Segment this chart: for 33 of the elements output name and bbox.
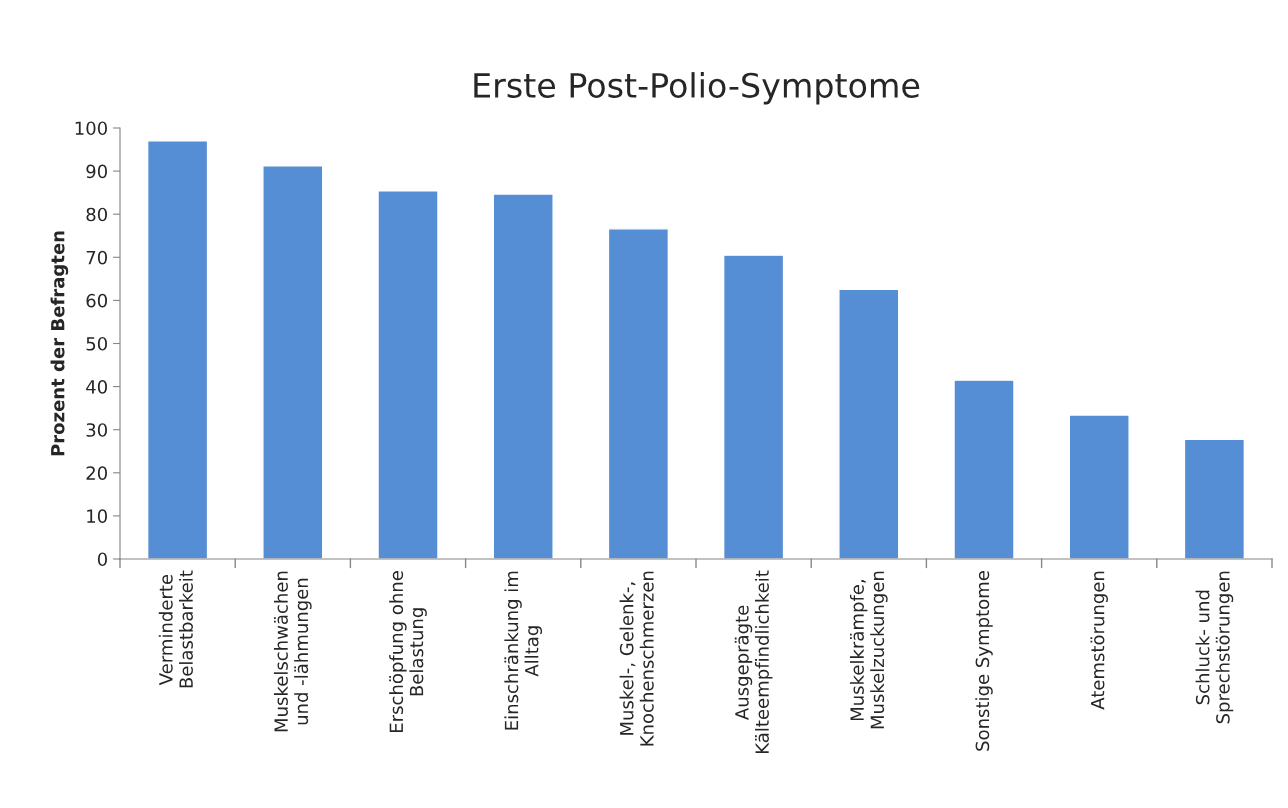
bar xyxy=(146,140,209,559)
x-tick-label: Einschränkung im Alltag xyxy=(504,571,543,730)
bar xyxy=(377,190,439,559)
y-tick-label: 30 xyxy=(86,423,107,437)
bar xyxy=(953,379,1015,559)
bar xyxy=(607,228,670,559)
bar xyxy=(492,193,554,559)
y-tick-label: 70 xyxy=(86,250,107,265)
y-tick-label: 40 xyxy=(86,380,107,394)
x-tick-label: Sonstige Symptome xyxy=(975,571,993,751)
y-axis-title: Prozent der Befragten xyxy=(50,231,69,456)
bar xyxy=(1068,414,1130,559)
y-tick-label: 20 xyxy=(86,466,107,480)
y-tick-label: 60 xyxy=(86,293,107,308)
y-tick-label: 50 xyxy=(86,336,107,351)
x-tick-label: Muskel-, Gelenk-, Knochenschmerzen xyxy=(619,571,654,746)
chart-title: Erste Post-Polio-Symptome xyxy=(474,72,920,105)
x-tick-label: Muskelschwächen und -lähmungen xyxy=(273,571,312,732)
x-tick-label: Schluck- und Sprechstörungen xyxy=(1195,571,1234,724)
x-tick-label: Erschöpfung ohne Belastung xyxy=(389,571,427,732)
x-tick-label: Verminderte Belastbarkeit xyxy=(158,570,193,688)
bar xyxy=(1183,438,1246,559)
x-tick-label: Ausgeprägte Kälteempfindlichkeit xyxy=(734,570,773,753)
y-tick-label: 100 xyxy=(75,121,107,136)
y-tick-label: 90 xyxy=(86,164,107,179)
y-tick-label: 10 xyxy=(87,509,107,524)
bar xyxy=(722,254,785,559)
y-tick-label: 0 xyxy=(97,552,107,567)
x-tick-label: Atemstörungen xyxy=(1090,571,1108,710)
bar xyxy=(838,288,900,559)
y-tick-label: 80 xyxy=(86,207,107,222)
bar xyxy=(262,165,324,559)
x-tick-label: Muskelkrämpfe, Muskelzuckungen xyxy=(849,571,888,729)
